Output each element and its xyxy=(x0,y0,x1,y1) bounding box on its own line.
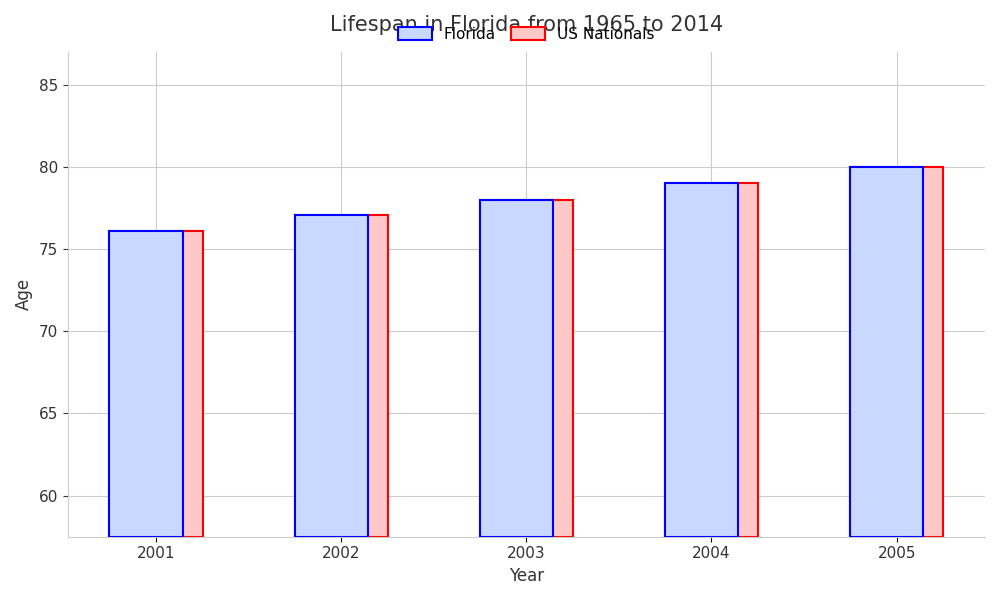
Y-axis label: Age: Age xyxy=(15,278,33,310)
Bar xyxy=(665,184,758,537)
Bar xyxy=(850,167,923,537)
Legend: Florida, US Nationals: Florida, US Nationals xyxy=(392,20,661,48)
Bar xyxy=(850,167,943,537)
Title: Lifespan in Florida from 1965 to 2014: Lifespan in Florida from 1965 to 2014 xyxy=(330,15,723,35)
Bar xyxy=(480,200,573,537)
Bar xyxy=(295,215,388,537)
X-axis label: Year: Year xyxy=(509,567,544,585)
Bar xyxy=(480,200,553,537)
Bar xyxy=(665,184,738,537)
Bar xyxy=(109,231,203,537)
Bar xyxy=(109,231,183,537)
Bar xyxy=(295,215,368,537)
